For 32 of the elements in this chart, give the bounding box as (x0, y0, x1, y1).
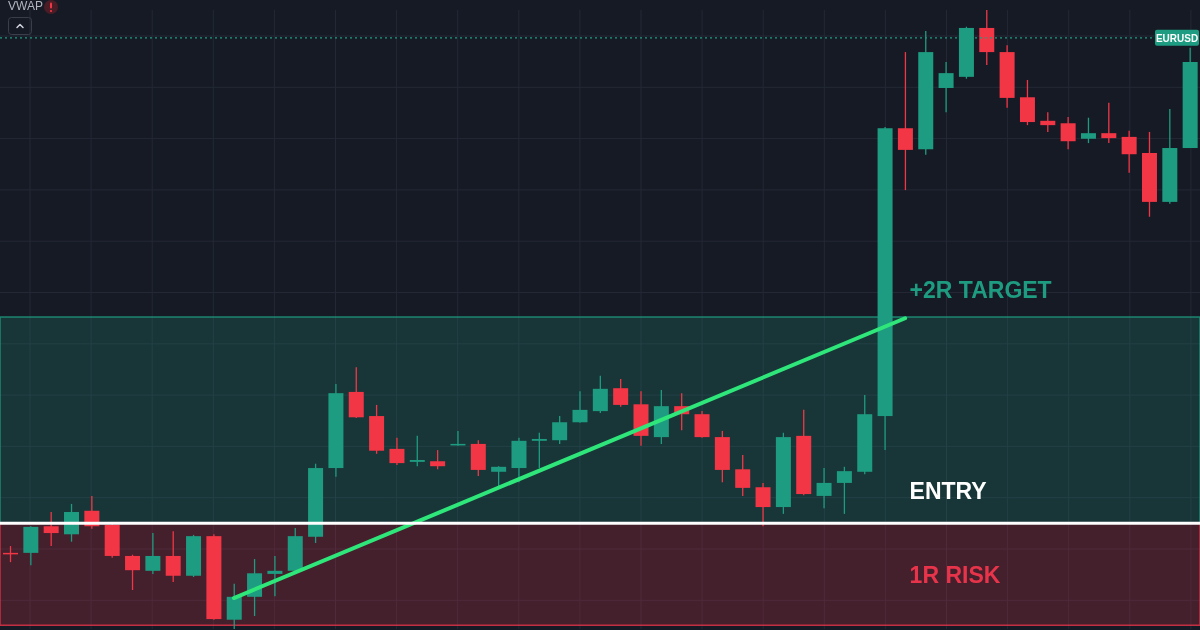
candlestick (389, 437, 405, 466)
candlestick (145, 532, 161, 575)
candlestick (694, 410, 710, 439)
candlestick (1060, 116, 1076, 150)
candlestick (491, 465, 507, 487)
candlestick (735, 454, 751, 497)
candlestick (592, 375, 608, 414)
candlestick (430, 449, 446, 470)
candlestick (613, 378, 629, 408)
candlestick (572, 390, 588, 424)
candlestick (409, 435, 425, 467)
candlestick (755, 482, 771, 527)
candlestick (836, 466, 852, 515)
candlestick (226, 583, 242, 629)
candlestick (938, 61, 954, 113)
candlestick (1121, 130, 1137, 174)
candlestick (552, 415, 568, 445)
candlestick (1040, 111, 1056, 133)
candlestick (1080, 117, 1096, 144)
ref-line-label: EURUSD (1155, 32, 1199, 44)
candlestick (267, 555, 283, 597)
candlestick (897, 51, 913, 191)
candlestick (1101, 102, 1117, 144)
ref-line-label: ENTRY (909, 478, 987, 505)
candlestick (165, 530, 181, 583)
candlestick (531, 432, 547, 469)
band-label: +2R TARGET (909, 277, 1052, 304)
candlestick (816, 467, 832, 509)
band-label: 1R RISK (909, 562, 1001, 589)
annotation: VWAP (8, 0, 43, 13)
candlestick (125, 554, 141, 591)
candlestick (43, 511, 59, 547)
